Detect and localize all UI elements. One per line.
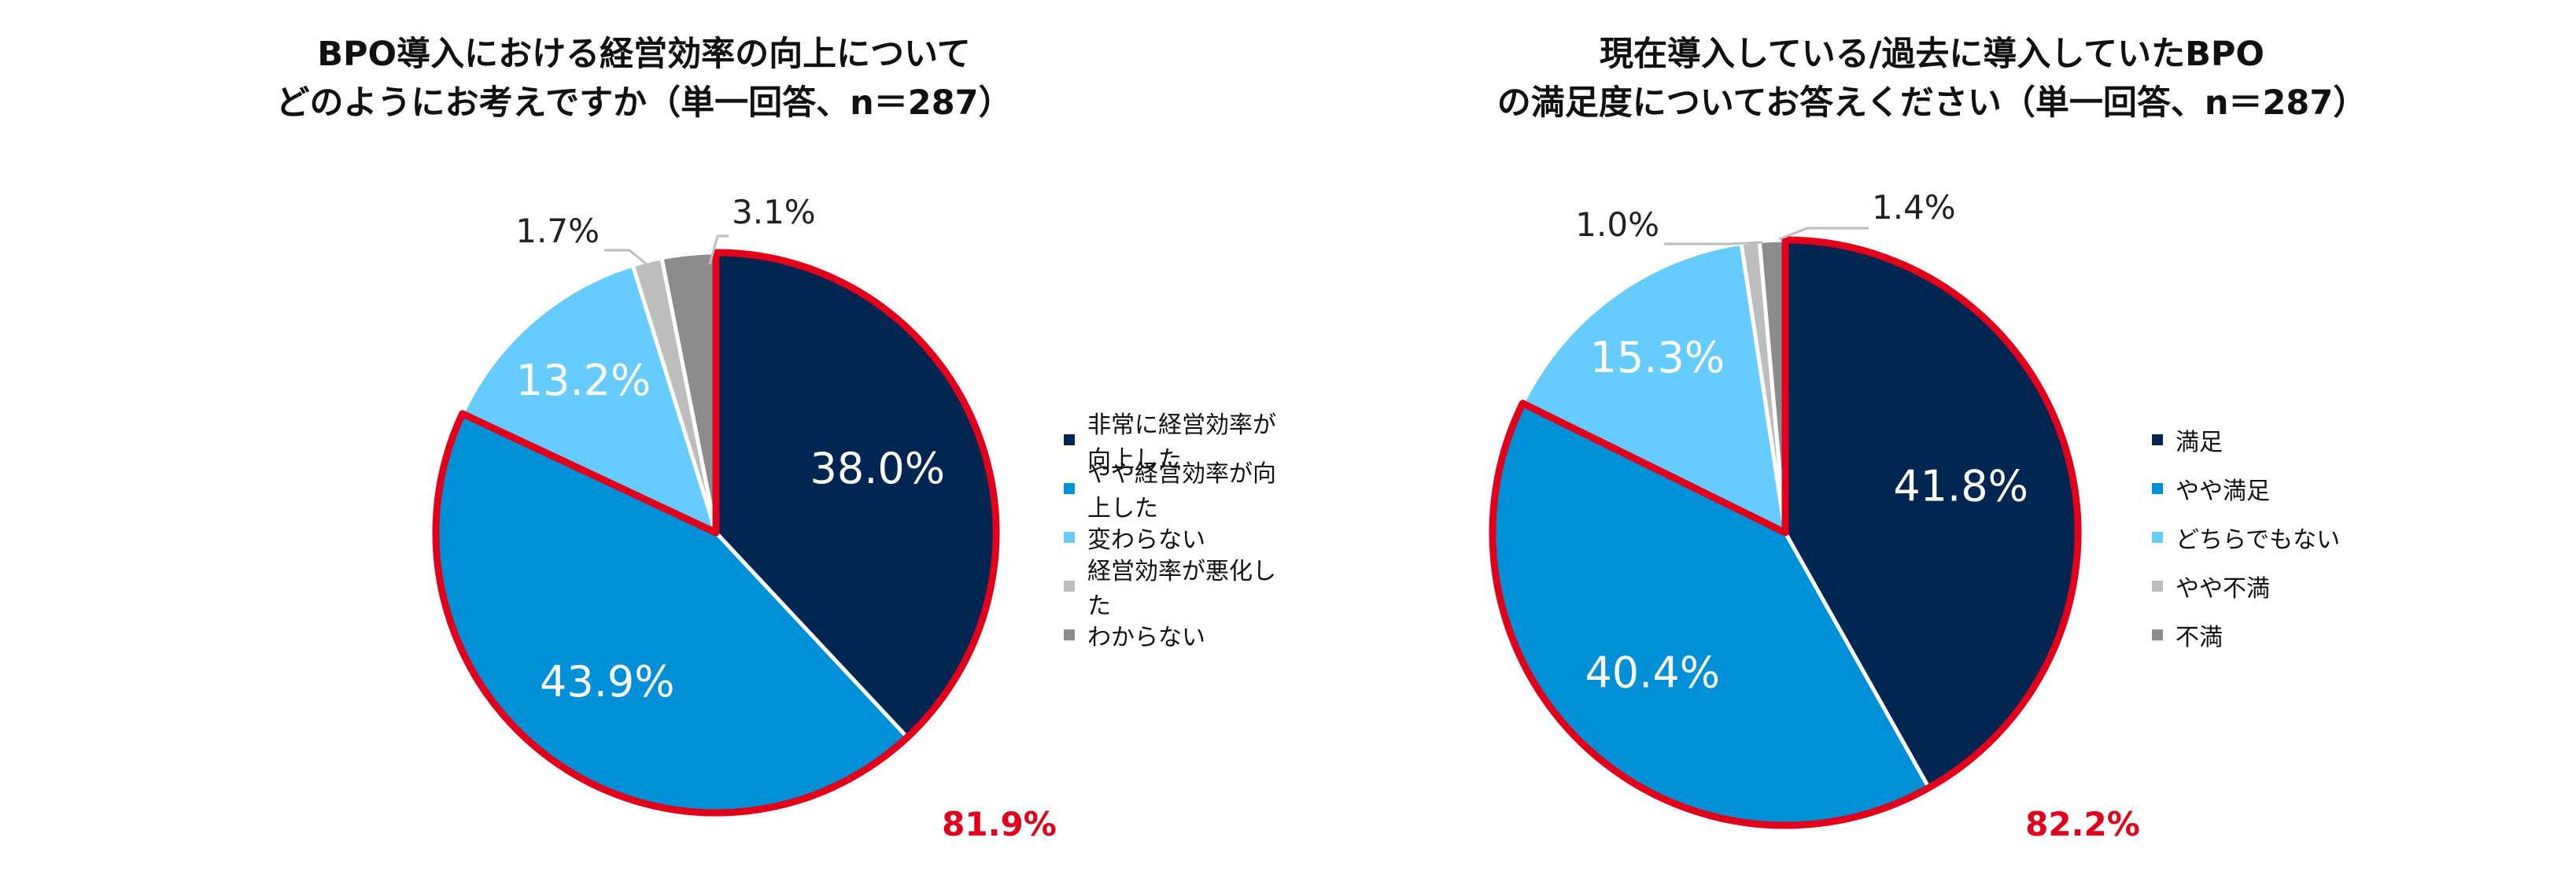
legend: 非常に経営効率が向上した やや経営効率が向上した変わらない経営効率が悪化したわから…	[1064, 411, 1288, 659]
legend-item: やや満足	[2152, 464, 2340, 513]
data-label: 3.1%	[732, 193, 816, 231]
legend-item: わからない	[1064, 611, 1288, 659]
legend-item: 経営効率が悪化した	[1064, 558, 1288, 620]
legend-item: やや不満	[2152, 562, 2340, 611]
pie-slice-3	[1520, 241, 1788, 535]
legend-item: 不満	[2152, 611, 2340, 659]
leader-line	[708, 234, 729, 265]
leader-line	[1778, 227, 1869, 241]
legend-label: 不満	[2176, 624, 2223, 651]
chart-title-line1: BPO導入における経営効率の向上について	[317, 35, 971, 74]
chart-title-line2: どのようにお考えですか（単一回答、n＝287）	[275, 83, 1013, 123]
legend-label: どちらでもない	[2176, 526, 2341, 554]
legend-label: わからない	[1087, 624, 1205, 651]
data-label: 1.7%	[515, 212, 600, 250]
highlight-total-label: 81.9%	[942, 805, 1057, 843]
legend-swatch	[1064, 629, 1075, 640]
chart-right: 現在導入している/過去に導入していたBPO の満足度についてお答えください（単一…	[1288, 0, 2576, 893]
legend-label: 満足	[2176, 429, 2223, 456]
highlight-total-label: 82.2%	[2025, 805, 2140, 843]
legend-swatch	[1064, 434, 1075, 445]
data-label: 38.0%	[810, 444, 946, 493]
chart-title: BPO導入における経営効率の向上について どのようにお考えですか（単一回答、n＝…	[0, 30, 1288, 127]
legend: 満足やや満足どちらでもない やや不満不満	[2152, 415, 2340, 659]
data-label: 1.4%	[1872, 188, 1956, 227]
legend-item: 変わらない	[1064, 513, 1288, 562]
chart-left: BPO導入における経営効率の向上について どのようにお考えですか（単一回答、n＝…	[0, 30, 1288, 843]
leader-line	[604, 249, 648, 266]
legend-swatch	[2152, 629, 2163, 640]
legend-swatch	[2152, 483, 2163, 494]
legend-swatch	[1064, 483, 1075, 494]
legend-swatch	[2152, 434, 2163, 445]
data-label: 13.2%	[516, 356, 651, 405]
legend-label: 変わらない	[1087, 526, 1205, 554]
highlight-outline	[432, 249, 1000, 817]
data-label: 1.0%	[1575, 205, 1659, 244]
chart-title: 現在導入している/過去に導入していたBPO の満足度についてお答えください（単一…	[1288, 30, 2576, 127]
legend-label: 経営効率が悪化した	[1087, 558, 1276, 620]
legend-label: やや不満	[2176, 575, 2270, 603]
data-label: 41.8%	[1893, 462, 2028, 511]
pie-chart: 38.0% 43.9% 13.2% 1.7% 3.1% 81.9%	[432, 193, 1057, 843]
legend-swatch	[1064, 581, 1075, 592]
legend-label: 非常に経営効率が向上した	[1087, 411, 1276, 474]
highlight-outline	[1489, 236, 2082, 829]
leader-line	[1664, 241, 1763, 245]
data-label: 40.4%	[1585, 648, 1720, 697]
legend-item: 非常に経営効率が向上した	[1064, 411, 1288, 474]
pie-chart: 41.8% 40.4% 15.3% 1.0% 1.4% 82.2%	[1489, 188, 2140, 843]
legend-label: やや満足	[2176, 478, 2270, 505]
legend-item: 満足	[2152, 415, 2340, 464]
data-label: 15.3%	[1590, 333, 1725, 382]
legend-swatch	[2152, 581, 2163, 592]
legend-swatch	[1064, 532, 1075, 543]
chart-title-line2: の満足度についてお答えください（単一回答、n＝287）	[1497, 83, 2367, 123]
legend-label: やや経営効率が向上した	[1087, 460, 1276, 522]
legend-swatch	[2152, 532, 2163, 543]
legend-item: どちらでもない	[2152, 513, 2340, 562]
legend-item: やや経営効率が向上した	[1064, 460, 1288, 522]
chart-title-line1: 現在導入している/過去に導入していたBPO	[1600, 35, 2264, 74]
data-label: 43.9%	[540, 657, 675, 707]
